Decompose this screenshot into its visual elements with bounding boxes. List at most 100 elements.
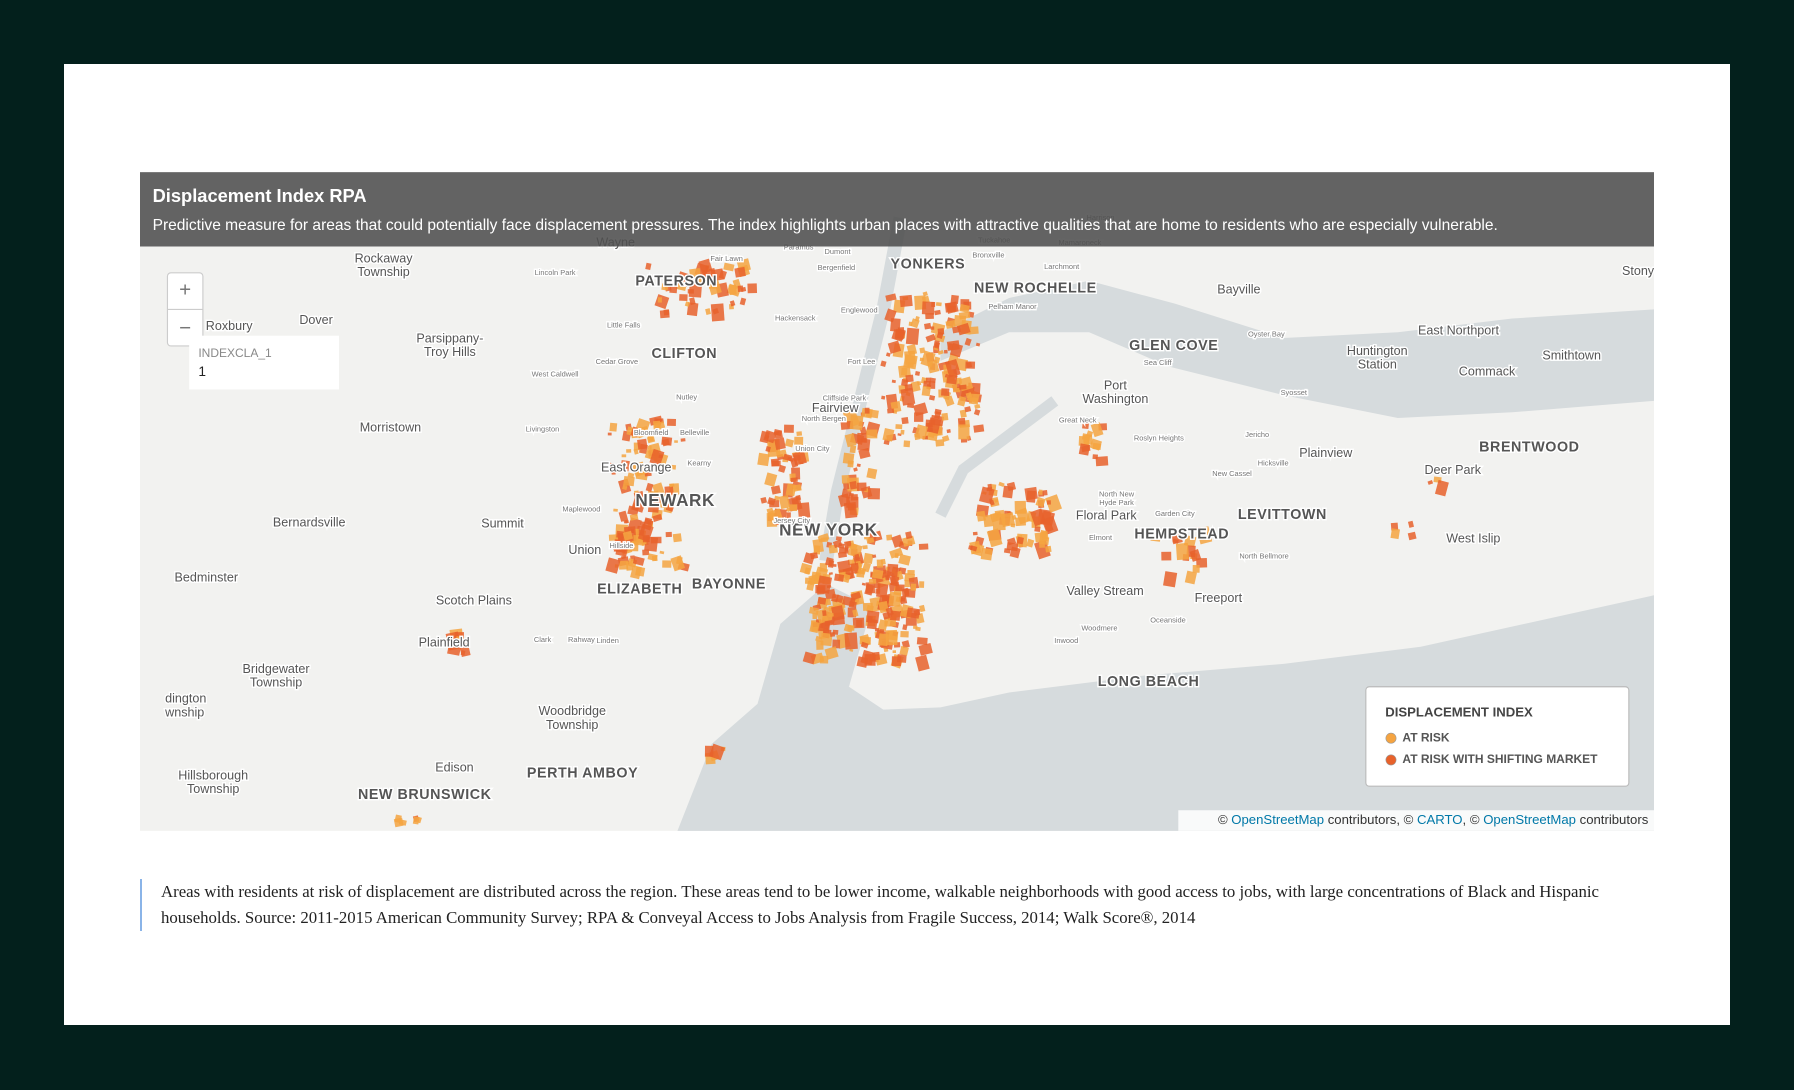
risk-area	[863, 552, 874, 564]
risk-area	[770, 485, 781, 495]
risk-area	[973, 424, 985, 433]
risk-area	[866, 537, 875, 544]
risk-area	[904, 350, 916, 365]
risk-area	[615, 545, 629, 557]
risk-area	[972, 531, 978, 536]
place-label: Cliffside Park	[823, 394, 867, 403]
attribution-link[interactable]: OpenStreetMap	[1231, 813, 1324, 828]
risk-area	[919, 347, 926, 354]
map[interactable]: PATERSON CLIFTON YONKERS NEW ROCHELLE GLEN C…	[140, 172, 1654, 831]
risk-area	[723, 262, 735, 272]
popup-field: INDEXCLA_1	[198, 346, 272, 360]
place-label: North Bellmore	[1239, 551, 1289, 560]
risk-area	[808, 606, 819, 615]
place-label: Port	[1104, 378, 1128, 392]
risk-area	[958, 311, 971, 320]
place-label: Larchmont	[1044, 262, 1079, 271]
risk-area	[884, 308, 897, 323]
risk-area	[892, 650, 897, 654]
attribution-link[interactable]: CARTO	[1417, 813, 1463, 828]
risk-area	[620, 460, 630, 472]
legend-title: DISPLACEMENT INDEX	[1385, 705, 1533, 720]
risk-area	[803, 552, 816, 565]
risk-area	[1390, 528, 1401, 540]
risk-area	[665, 531, 672, 538]
zoom-out[interactable]: −	[179, 316, 191, 339]
risk-area	[887, 340, 902, 354]
risk-area	[854, 553, 860, 561]
risk-area	[885, 574, 890, 581]
place-label: Station	[1358, 358, 1397, 372]
attribution-link[interactable]: OpenStreetMap	[1483, 813, 1576, 828]
risk-area	[686, 302, 699, 317]
risk-area	[705, 308, 711, 315]
risk-area	[689, 267, 702, 285]
risk-area	[831, 605, 845, 621]
map-title: Displacement Index RPA	[153, 185, 367, 206]
risk-area	[849, 648, 854, 652]
risk-area	[914, 371, 921, 376]
place-label: LONG BEACH	[1098, 674, 1200, 690]
place-label: Roslyn Heights	[1134, 434, 1184, 443]
risk-area	[630, 426, 640, 438]
risk-area	[895, 584, 905, 592]
place-label: Huntington	[1347, 344, 1408, 358]
place-label: Paramus	[784, 243, 814, 252]
risk-area	[785, 483, 797, 497]
place-label: Commack	[1459, 365, 1516, 379]
risk-area	[1407, 520, 1415, 528]
risk-area	[945, 319, 956, 329]
legend-label: AT RISK	[1402, 730, 1449, 744]
risk-area	[918, 643, 933, 656]
risk-area	[832, 639, 841, 649]
risk-area	[842, 596, 856, 607]
risk-area	[964, 337, 972, 347]
risk-area	[943, 349, 948, 354]
risk-area	[728, 284, 737, 296]
risk-area	[658, 454, 664, 459]
risk-area	[853, 467, 858, 472]
risk-area	[904, 580, 910, 588]
risk-area	[872, 554, 877, 559]
place-label: Elmont	[1089, 533, 1112, 542]
risk-area	[844, 433, 857, 448]
place-label: GLEN COVE	[1129, 338, 1218, 354]
risk-area	[885, 607, 894, 617]
risk-area	[848, 492, 854, 498]
risk-area	[642, 549, 650, 556]
risk-area	[659, 550, 665, 555]
risk-area	[901, 416, 909, 425]
risk-area	[992, 513, 1006, 531]
place-label: New Cassel	[1212, 469, 1252, 478]
risk-area	[894, 328, 905, 341]
risk-area	[975, 342, 981, 347]
risk-area	[790, 477, 798, 483]
risk-area	[674, 440, 678, 443]
risk-area	[973, 408, 981, 416]
risk-area	[959, 303, 970, 313]
risk-area	[759, 430, 770, 444]
zoom-in[interactable]: +	[179, 279, 191, 302]
risk-area	[661, 283, 669, 291]
risk-area	[908, 321, 913, 327]
risk-area	[958, 384, 967, 390]
attribution-text: ©	[1218, 813, 1231, 828]
risk-area	[819, 657, 824, 662]
risk-area	[834, 573, 845, 582]
risk-area	[739, 297, 747, 306]
place-label: Hillside	[609, 541, 633, 550]
risk-area	[792, 450, 807, 466]
risk-area	[828, 572, 833, 576]
risk-area	[918, 543, 929, 550]
risk-area	[974, 404, 981, 410]
risk-area	[866, 467, 878, 480]
risk-area	[844, 540, 852, 548]
risk-area	[613, 508, 618, 512]
place-label: Hyde Park	[1099, 498, 1134, 507]
risk-area	[1407, 531, 1417, 541]
risk-area	[1086, 430, 1094, 438]
risk-area	[817, 596, 827, 605]
risk-area	[647, 553, 658, 562]
risk-area	[898, 553, 911, 566]
hudson-river	[819, 216, 908, 563]
